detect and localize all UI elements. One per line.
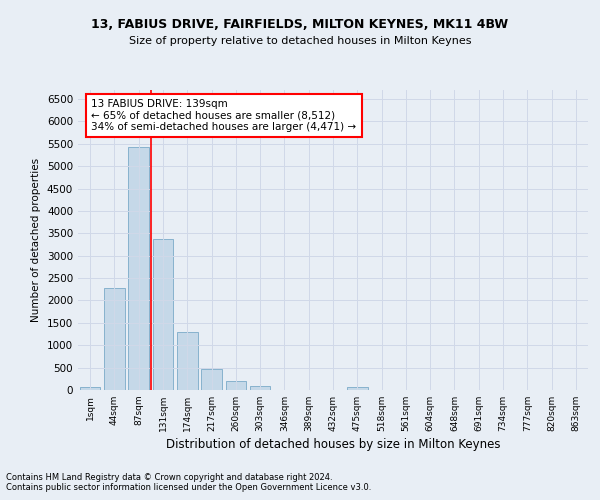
Text: Size of property relative to detached houses in Milton Keynes: Size of property relative to detached ho…: [129, 36, 471, 46]
Bar: [104, 288, 125, 390]
X-axis label: Distribution of detached houses by size in Milton Keynes: Distribution of detached houses by size …: [166, 438, 500, 451]
Text: Contains public sector information licensed under the Open Government Licence v3: Contains public sector information licen…: [6, 484, 371, 492]
Bar: [250, 386, 271, 390]
Y-axis label: Number of detached properties: Number of detached properties: [31, 158, 41, 322]
Text: Contains HM Land Registry data © Crown copyright and database right 2024.: Contains HM Land Registry data © Crown c…: [6, 474, 332, 482]
Bar: [152, 238, 173, 390]
Text: 13 FABIUS DRIVE: 139sqm
← 65% of detached houses are smaller (8,512)
34% of semi: 13 FABIUS DRIVE: 139sqm ← 65% of detache…: [91, 99, 356, 132]
Bar: [177, 332, 197, 390]
Text: 13, FABIUS DRIVE, FAIRFIELDS, MILTON KEYNES, MK11 4BW: 13, FABIUS DRIVE, FAIRFIELDS, MILTON KEY…: [91, 18, 509, 30]
Bar: [128, 148, 149, 390]
Bar: [347, 386, 368, 390]
Bar: [80, 387, 100, 390]
Bar: [226, 380, 246, 390]
Bar: [201, 368, 222, 390]
